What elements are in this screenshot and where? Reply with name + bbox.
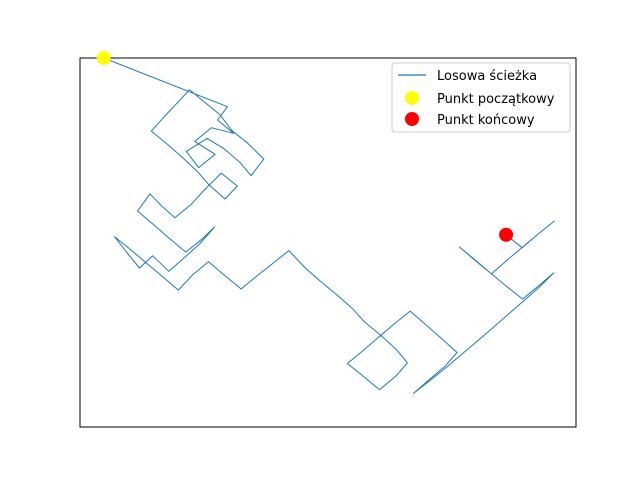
legend-end-swatch [405, 112, 419, 126]
legend-end-label: Punkt końcowy [437, 113, 535, 128]
legend: Losowa ścieżka Punkt początkowy Punkt ko… [391, 62, 571, 133]
legend-path-label: Losowa ścieżka [437, 69, 537, 84]
random-walk-path-line [103, 57, 555, 394]
legend-box [391, 62, 571, 133]
start-point-marker [96, 51, 111, 65]
legend-start-label: Punkt początkowy [437, 92, 555, 107]
end-point-marker [499, 227, 514, 242]
legend-start-swatch [405, 91, 419, 105]
